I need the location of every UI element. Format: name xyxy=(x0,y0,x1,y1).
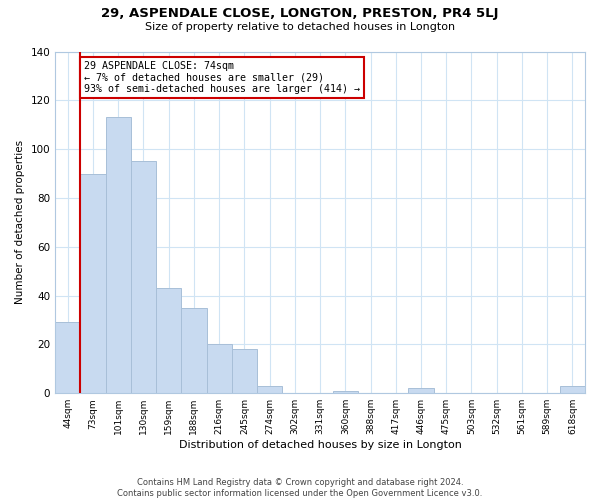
X-axis label: Distribution of detached houses by size in Longton: Distribution of detached houses by size … xyxy=(179,440,461,450)
Bar xyxy=(106,118,131,393)
Bar xyxy=(55,322,80,393)
Bar xyxy=(409,388,434,393)
Y-axis label: Number of detached properties: Number of detached properties xyxy=(15,140,25,304)
Text: Contains HM Land Registry data © Crown copyright and database right 2024.
Contai: Contains HM Land Registry data © Crown c… xyxy=(118,478,482,498)
Text: Size of property relative to detached houses in Longton: Size of property relative to detached ho… xyxy=(145,22,455,32)
Bar xyxy=(80,174,106,393)
Bar xyxy=(257,386,282,393)
Text: 29, ASPENDALE CLOSE, LONGTON, PRESTON, PR4 5LJ: 29, ASPENDALE CLOSE, LONGTON, PRESTON, P… xyxy=(101,8,499,20)
Bar xyxy=(332,391,358,393)
Bar xyxy=(181,308,206,393)
Text: 29 ASPENDALE CLOSE: 74sqm
← 7% of detached houses are smaller (29)
93% of semi-d: 29 ASPENDALE CLOSE: 74sqm ← 7% of detach… xyxy=(84,62,360,94)
Bar xyxy=(560,386,585,393)
Bar xyxy=(232,350,257,393)
Bar xyxy=(156,288,181,393)
Bar xyxy=(131,162,156,393)
Bar xyxy=(206,344,232,393)
